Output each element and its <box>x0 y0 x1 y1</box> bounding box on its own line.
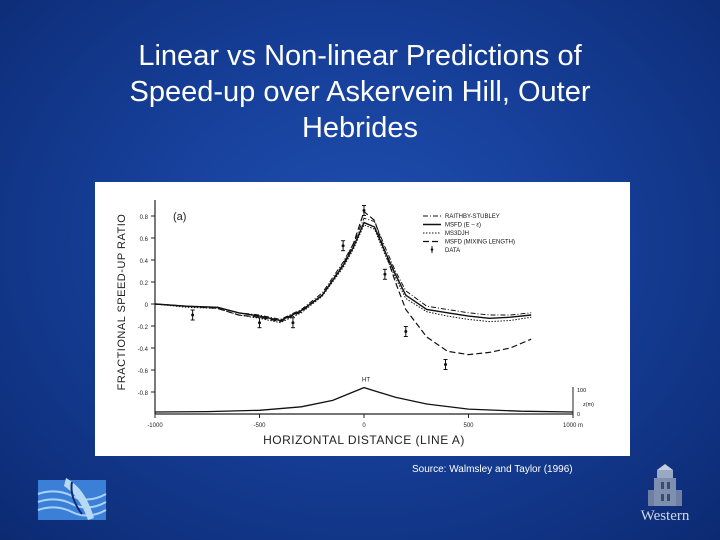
data-point <box>291 321 295 325</box>
western-logo: Western <box>630 464 700 530</box>
series-line-1 <box>154 217 532 320</box>
y-tick-label: -0.2 <box>138 325 149 331</box>
legend-entry: MS3DJH <box>445 231 469 237</box>
y-tick-label: 0.2 <box>140 281 149 287</box>
y-tick-label: 0.4 <box>140 259 149 265</box>
tower-icon <box>648 464 682 506</box>
y-tick-label: -0.4 <box>138 347 149 353</box>
data-point <box>362 209 366 212</box>
data-point <box>191 313 195 317</box>
x-tick-label: 1000 m <box>563 423 583 429</box>
x-tick-label: -1000 <box>147 423 163 429</box>
legend-entry: RAITHBY-STUBLEY <box>445 214 500 220</box>
x-axis-label: HORIZONTAL DISTANCE (LINE A) <box>263 433 465 447</box>
legend-entry: MSFD (E – ε) <box>445 223 481 229</box>
terrain-axis-label: z(m) <box>583 402 594 408</box>
speedup-chart: 0.8 0.6 0.4 0.2 0 -0.2 -0.4 -0.6 -0.8 -1000 -500 0 5… <box>116 200 594 447</box>
title-line-1: Linear vs Non-linear Predictions of <box>138 40 582 72</box>
y-tick-label: -0.6 <box>138 369 149 375</box>
y-tick-label: 0.6 <box>140 237 149 243</box>
data-point <box>258 321 261 325</box>
terrain-tick-label: 100 <box>577 388 586 394</box>
y-tick-label: 0 <box>145 303 149 309</box>
x-tick-label: 0 <box>362 423 366 429</box>
data-point <box>404 330 408 333</box>
x-tick-label: 500 <box>463 423 474 429</box>
legend-entry: DATA <box>445 248 460 254</box>
y-tick-label: -0.8 <box>138 391 149 397</box>
y-axis-label: FRACTIONAL SPEED-UP RATIO <box>116 214 128 391</box>
terrain-profile-line <box>154 386 574 413</box>
institution-logo-icon <box>36 474 108 524</box>
figure-panel: 0.8 0.6 0.4 0.2 0 -0.2 -0.4 -0.6 -0.8 -1000 -500 0 5… <box>95 182 630 456</box>
terrain-tick-label: 0 <box>577 412 580 418</box>
series-line-4 <box>154 210 532 356</box>
data-point <box>341 244 345 248</box>
y-tick-label: 0.8 <box>140 215 149 221</box>
panel-label: (a) <box>173 211 186 223</box>
data-point <box>444 363 448 366</box>
series-line-2 <box>154 221 532 322</box>
source-caption: Source: Walmsley and Taylor (1996) <box>412 464 573 475</box>
x-tick-label: -500 <box>253 423 266 429</box>
legend-entry: MSFD (MIXING LENGTH) <box>445 240 515 246</box>
western-logo-text: Western <box>640 508 690 524</box>
slide-title: Linear vs Non-linear Predictions of Spee… <box>60 38 660 146</box>
title-line-3: Hebrides <box>301 112 419 144</box>
title-line-2: Speed-up over Askervein Hill, Outer <box>129 76 591 108</box>
data-point <box>383 272 387 276</box>
legend-swatch <box>430 248 434 251</box>
terrain-label: HT <box>362 378 370 384</box>
